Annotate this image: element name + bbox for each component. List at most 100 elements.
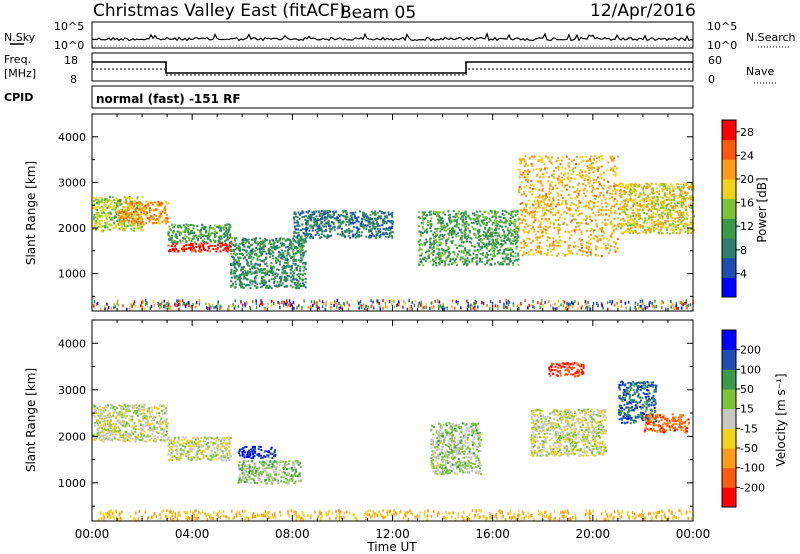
echo-cell [588,166,591,169]
echo-cell [570,160,573,163]
echo-cell [289,272,292,275]
echo-cell [370,230,372,233]
echo-cell [450,232,453,235]
echo-cell [640,218,643,221]
echo-cell [563,217,566,220]
echo-cell [595,245,597,248]
echo-cell [270,287,273,290]
echo-cell [542,199,545,202]
cpid-text: normal (fast) -151 RF [96,92,241,106]
echo-cell [626,224,629,227]
echo-cell [101,201,104,204]
echo-cell [206,236,209,239]
echo-cell [607,214,610,217]
echo-cell [128,198,131,201]
echo-cell [234,285,237,288]
echo-cell [549,191,552,194]
echo-cell [530,162,533,165]
echo-cell [263,240,266,243]
echo-cell [290,266,293,269]
echo-cell [293,239,295,241]
echo-cell [460,251,463,254]
echo-cell [463,225,466,228]
echo-cell [307,215,310,218]
echo-cell [617,223,619,226]
echo-cell [162,219,165,222]
echo-cell [609,221,612,224]
echo-cell [602,242,605,245]
echo-cell [386,216,389,219]
echo-cell [690,201,692,204]
echo-cell [248,255,251,258]
echo-cell [177,226,180,229]
echo-cell [251,258,254,261]
echo-cell [224,234,227,237]
echo-cell [539,224,541,227]
echo-cell [137,201,140,204]
echo-cell [652,201,655,204]
echo-cell [679,190,682,193]
echo-cell [645,219,648,222]
echo-cell [584,175,587,178]
echo-cell [567,165,570,168]
echo-cell [114,225,117,228]
echo-cell [135,210,138,213]
echo-cell [346,213,349,216]
echo-cell [559,239,562,242]
echo-cell [295,236,298,239]
echo-cell [423,211,426,214]
echo-cell [164,205,167,208]
echo-cell [555,211,558,214]
echo-cell [678,187,681,190]
echo-cell [646,212,648,215]
echo-cell [535,239,538,242]
echo-cell [498,232,501,235]
echo-cell [418,230,421,233]
echo-cell [277,258,280,261]
echo-cell [119,211,122,214]
echo-cell [587,176,590,179]
echo-cell [360,234,363,237]
echo-cell [140,215,143,218]
echo-cell [279,281,282,284]
echo-cell [376,224,379,227]
echo-cell [166,219,169,222]
echo-cell [240,266,243,269]
echo-cell [310,215,313,218]
ground-scatter-cell [503,302,505,306]
echo-cell [123,221,126,224]
echo-cell [239,282,242,285]
echo-cell [101,214,104,217]
echo-cell [503,221,506,224]
echo-cell [561,179,564,182]
echo-cell [115,206,118,209]
echo-cell [591,194,594,197]
echo-cell [237,245,240,248]
echo-cell [433,243,435,246]
echo-cell [673,188,676,191]
echo-cell [191,250,194,253]
echo-cell [187,244,190,247]
echo-cell [591,184,594,187]
echo-cell [435,233,437,236]
echo-cell [255,254,258,256]
echo-cell [362,226,365,229]
echo-cell [523,226,526,229]
ground-scatter-cell [367,305,369,309]
echo-cell [352,235,355,238]
echo-cell [365,213,368,216]
echo-cell [251,252,254,255]
echo-cell [230,248,233,251]
echo-cell [231,263,234,266]
echo-cell [523,242,526,245]
echo-cell [687,228,690,231]
echo-cell [282,256,285,258]
echo-cell [474,249,477,252]
echo-cell [435,230,438,233]
echo-cell [621,232,624,235]
echo-cell [596,157,598,160]
echo-cell [540,221,542,224]
echo-cell [262,281,265,284]
echo-cell [284,272,287,275]
echo-cell [564,241,567,243]
